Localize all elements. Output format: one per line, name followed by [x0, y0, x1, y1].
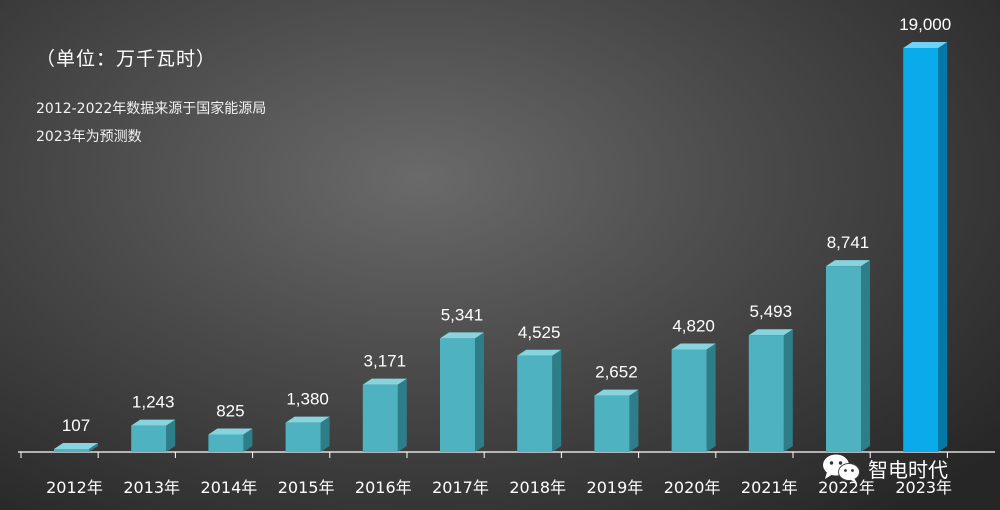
bar-2022 [826, 260, 870, 452]
watermark-text: 智电时代 [868, 457, 948, 482]
bar-2015 [285, 416, 330, 452]
forecast-note: 2023年为预测数 [36, 129, 142, 145]
bar-top-face [362, 378, 407, 385]
x-tick-label: 2022年 [818, 478, 875, 497]
bar-side-face [166, 419, 176, 452]
bar-front-face [903, 48, 939, 452]
bar-front-face [594, 395, 630, 452]
bar-front-face [131, 425, 167, 452]
bar-value-label: 3,171 [364, 352, 407, 371]
bar-top-face [671, 343, 716, 350]
x-tick-label: 2012年 [46, 478, 103, 497]
x-tick-label: 2019年 [587, 478, 644, 497]
bar-2019 [594, 389, 639, 452]
bar-front-face [517, 355, 553, 452]
bar-top-face [208, 428, 253, 435]
bar-top-face [517, 349, 562, 356]
bar-side-face [320, 416, 330, 452]
bar-front-face [671, 349, 707, 452]
bar-front-face [54, 449, 89, 452]
bar-top-face [903, 42, 948, 48]
x-tick-label: 2018年 [509, 478, 566, 497]
bar-front-face [208, 434, 244, 452]
bar-value-label: 2,652 [595, 363, 638, 382]
bar-value-label: 1,243 [132, 393, 175, 412]
watermark: 智电时代 [820, 452, 948, 484]
bar-value-label: 4,525 [518, 323, 561, 342]
bar-top-face [285, 416, 330, 423]
bar-side-face [397, 378, 407, 452]
bar-side-face [89, 443, 98, 452]
x-tick-label: 2017年 [432, 478, 489, 497]
x-tick-label: 2016年 [355, 478, 412, 497]
bar-top-face [594, 389, 639, 396]
bar-side-face [706, 343, 716, 452]
bar-front-face [826, 266, 861, 452]
bar-top-face [131, 419, 176, 426]
x-tick-label: 2015年 [278, 478, 335, 497]
bar-side-face [783, 329, 793, 452]
bar-2013 [131, 419, 176, 452]
bar-2021 [748, 329, 793, 452]
x-tick-label: 2013年 [123, 478, 180, 497]
bar-value-label: 1,380 [286, 390, 329, 409]
bar-front-face [285, 422, 321, 452]
bar-value-label: 5,493 [750, 302, 793, 321]
bar-2020 [671, 343, 716, 452]
bar-2012 [54, 443, 98, 452]
bar-2017 [440, 332, 484, 452]
bar-2023 [903, 42, 948, 452]
wechat-icon [823, 454, 860, 483]
bar-value-label: 107 [62, 416, 90, 435]
source-note: 2012-2022年数据来源于国家能源局 [36, 101, 267, 117]
unit-label: （单位：万千瓦时） [36, 48, 217, 70]
bar-top-face [54, 443, 98, 449]
bar-side-face [629, 389, 639, 452]
bar-value-label: 825 [216, 401, 244, 420]
bar-side-face [861, 260, 870, 452]
x-tick-label: 2014年 [201, 478, 258, 497]
bar-side-face [475, 332, 484, 452]
x-tick-label: 2020年 [664, 478, 721, 497]
bar-2018 [517, 349, 562, 452]
bar-value-label: 4,820 [672, 317, 715, 336]
bar-front-face [362, 384, 398, 452]
bar-front-face [748, 335, 784, 452]
bar-side-face [243, 428, 253, 452]
bar-side-face [552, 349, 562, 452]
bar-front-face [440, 338, 475, 452]
bar-value-label: 5,341 [441, 305, 484, 324]
bar-value-label: 8,741 [827, 233, 870, 252]
bar-side-face [938, 42, 948, 452]
bar-top-face [748, 329, 793, 336]
bar-2014 [208, 428, 253, 452]
bar-2016 [362, 378, 407, 452]
x-tick-label: 2021年 [741, 478, 798, 497]
bar-value-label: 19,000 [899, 15, 951, 34]
bar-top-face [826, 260, 870, 267]
bar-top-face [440, 332, 484, 339]
x-tick-label: 2023年 [895, 478, 952, 497]
